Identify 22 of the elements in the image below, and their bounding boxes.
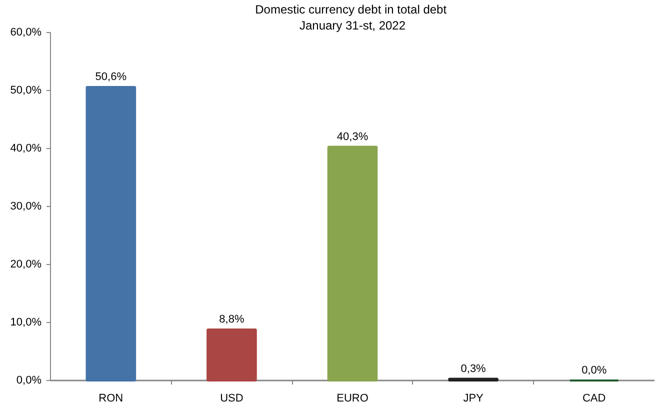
x-tick-label: RON	[98, 392, 124, 404]
y-tick-label: 10,0%	[10, 316, 42, 328]
bar	[206, 328, 257, 382]
data-label: 0,0%	[582, 364, 607, 376]
data-label: 40,3%	[336, 130, 368, 143]
bar	[86, 86, 136, 382]
data-label: 8,8%	[219, 313, 244, 326]
x-tick-label: CAD	[582, 392, 606, 404]
y-tick-label: 50,0%	[10, 84, 42, 96]
x-tick-label: JPY	[463, 392, 484, 404]
chart-subtitle: January 31-st, 2022	[299, 18, 406, 32]
data-label: 50,6%	[95, 71, 127, 84]
y-tick-label: 60,0%	[10, 26, 42, 38]
y-tick-label: 40,0%	[10, 142, 42, 154]
y-tick-label: 20,0%	[10, 258, 42, 270]
data-label: 0,3%	[460, 362, 486, 375]
bar	[327, 146, 378, 382]
y-tick-label: 0,0%	[16, 374, 42, 386]
x-tick-label: EURO	[336, 392, 369, 404]
chart-title: Domestic currency debt in total debt	[255, 2, 448, 16]
y-tick-label: 30,0%	[10, 200, 42, 212]
x-tick-label: USD	[220, 392, 244, 404]
